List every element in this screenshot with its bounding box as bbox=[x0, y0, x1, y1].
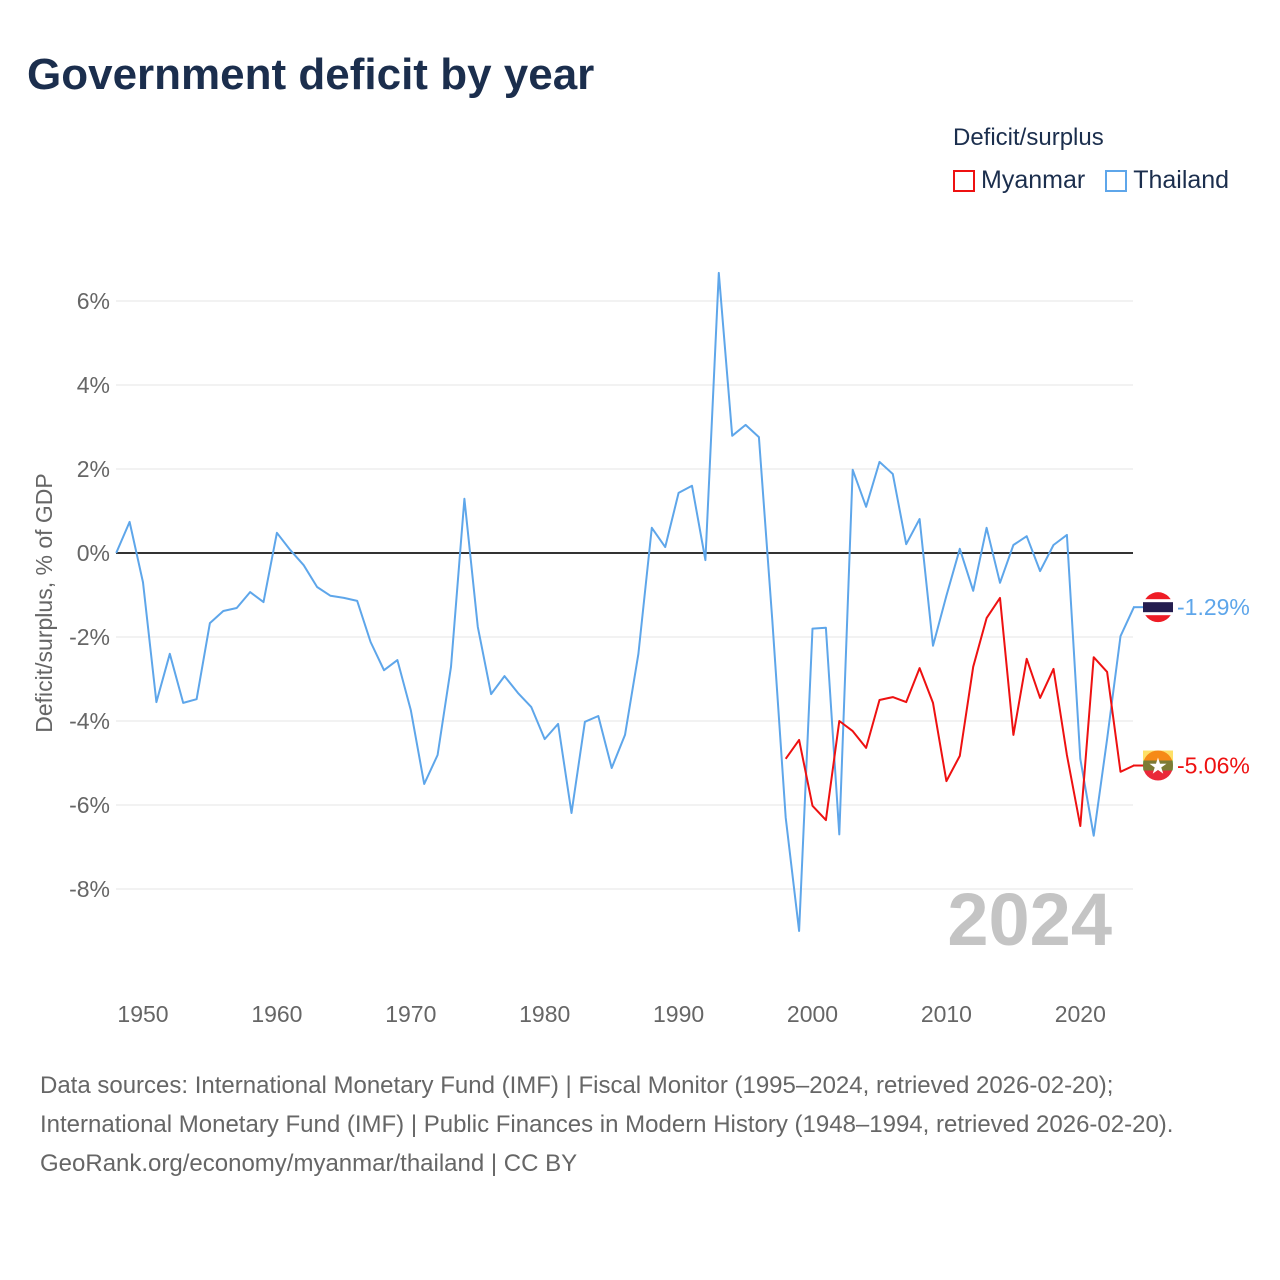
end-value-label: -5.06% bbox=[1177, 753, 1250, 779]
flag-stripe bbox=[1143, 760, 1173, 771]
legend-title: Deficit/surplus bbox=[953, 124, 1104, 151]
y-tick-label: -2% bbox=[69, 624, 110, 650]
credit-link[interactable]: GeoRank.org/economy/myanmar/thailand | C… bbox=[40, 1150, 578, 1177]
series-line-myanmar bbox=[784, 596, 1135, 827]
flag-stripe bbox=[1143, 750, 1173, 761]
data-sources: Data sources: International Monetary Fun… bbox=[40, 1072, 1174, 1138]
flag-star-icon: ★ bbox=[1148, 754, 1168, 779]
x-tick-label: 1970 bbox=[385, 1001, 436, 1027]
y-tick-label: -6% bbox=[69, 792, 110, 818]
year-watermark: 2024 bbox=[947, 878, 1112, 961]
flag-stripe bbox=[1143, 602, 1173, 613]
legend-swatch-thailand bbox=[1105, 169, 1128, 192]
y-axis-label: Deficit/surplus, % of GDP bbox=[31, 473, 57, 732]
y-tick-label: 2% bbox=[77, 456, 110, 482]
legend-item-myanmar[interactable]: Myanmar bbox=[953, 166, 1085, 195]
legend-swatch-myanmar bbox=[953, 169, 975, 192]
x-tick-label: 2010 bbox=[921, 1001, 972, 1027]
footer: Data sources: International Monetary Fun… bbox=[40, 1066, 1240, 1183]
y-tick-label: 0% bbox=[77, 540, 110, 566]
legend-item-thailand[interactable]: Thailand bbox=[1105, 166, 1229, 195]
legend-label: Thailand bbox=[1133, 166, 1230, 194]
y-tick-label: -8% bbox=[69, 876, 110, 902]
x-tick-label: 1990 bbox=[653, 1001, 704, 1027]
y-tick-label: -4% bbox=[69, 708, 110, 734]
series-line-thailand bbox=[115, 271, 1135, 932]
x-tick-label: 2000 bbox=[787, 1001, 838, 1027]
y-tick-label: 4% bbox=[77, 372, 110, 398]
chart-title: Government deficit by year bbox=[27, 50, 595, 99]
end-value-label: -1.29% bbox=[1177, 594, 1250, 620]
x-tick-label: 2020 bbox=[1055, 1001, 1106, 1027]
legend-label: Myanmar bbox=[981, 166, 1086, 194]
y-tick-label: 6% bbox=[77, 288, 110, 314]
x-tick-label: 1960 bbox=[251, 1001, 302, 1027]
x-tick-label: 1980 bbox=[519, 1001, 570, 1027]
x-tick-label: 1950 bbox=[117, 1001, 168, 1027]
legend: Myanmar Thailand bbox=[953, 166, 1229, 195]
